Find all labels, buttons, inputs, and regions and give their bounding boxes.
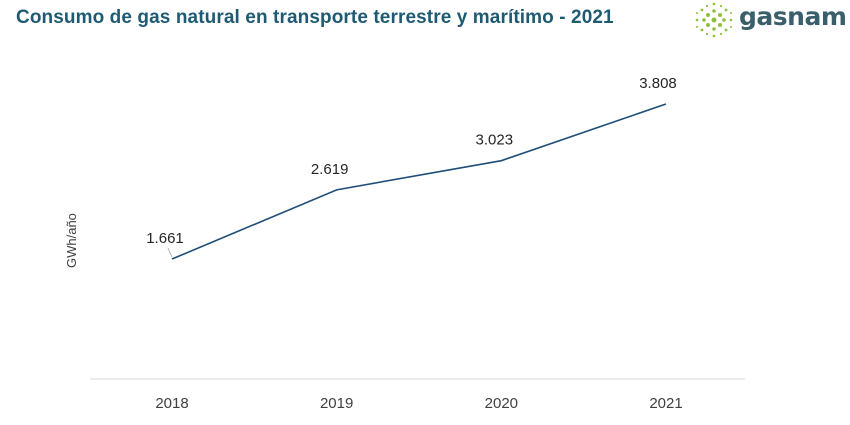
y-axis-label: GWh/año <box>64 213 79 268</box>
x-tick-label: 2021 <box>649 395 682 412</box>
data-label: 2.619 <box>311 161 349 178</box>
series-line <box>171 103 667 260</box>
gasnam-logo: gasnam <box>690 0 850 44</box>
chart-title: Consumo de gas natural en transporte ter… <box>16 7 614 28</box>
x-tick-labels: 2018 2019 2020 2021 <box>155 395 682 412</box>
x-tick-label: 2018 <box>155 395 188 412</box>
logo-text: gasnam <box>739 2 847 31</box>
data-label: 3.808 <box>639 75 677 92</box>
data-labels: 1.661 2.619 3.023 3.808 <box>146 75 677 258</box>
data-label: 1.661 <box>146 230 184 247</box>
data-label: 3.023 <box>476 132 514 149</box>
x-tick-label: 2020 <box>485 395 518 412</box>
x-tick-label: 2019 <box>320 395 353 412</box>
data-label-leader <box>167 247 173 258</box>
logo-mark-icon <box>695 2 733 38</box>
series-group <box>171 103 667 260</box>
